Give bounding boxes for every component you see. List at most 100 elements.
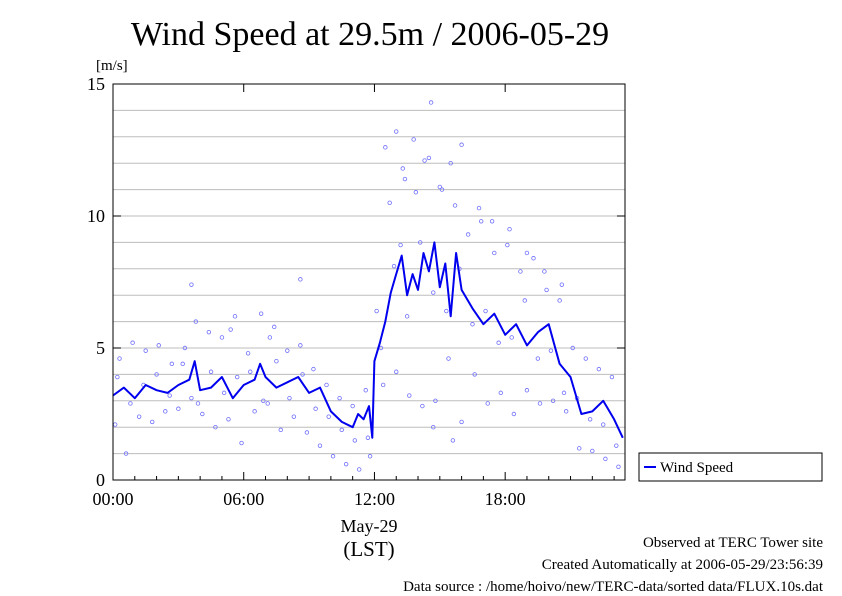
scatter-point	[313, 406, 318, 411]
scatter-point	[324, 382, 329, 388]
scatter-point	[304, 430, 310, 435]
scatter-point	[433, 398, 438, 403]
scatter-point	[232, 314, 238, 319]
scatter-point	[472, 372, 477, 377]
scatter-point	[428, 100, 434, 105]
scatter-point	[123, 451, 129, 456]
scatter-point	[167, 393, 172, 398]
scatter-point	[182, 345, 188, 351]
scatter-point	[587, 417, 593, 422]
scatter-point	[311, 366, 316, 372]
scatter-point	[522, 298, 527, 303]
scatter-point	[278, 427, 283, 433]
scatter-point	[524, 250, 530, 256]
scatter-point	[189, 282, 194, 287]
scatter-point	[542, 269, 547, 274]
scatter-point	[189, 395, 194, 401]
scatter-point	[544, 287, 549, 293]
scatter-point	[274, 359, 279, 364]
scatter-point	[261, 398, 266, 403]
scatter-point	[128, 401, 133, 406]
scatter-point	[180, 361, 185, 367]
scatter-point	[577, 446, 582, 451]
scatter-point	[505, 242, 510, 248]
scatter-point	[143, 348, 148, 353]
x-axis-ticks: 00:00 06:00 12:00 18:00	[92, 84, 615, 509]
scatter-point	[112, 422, 118, 427]
scatter-point	[367, 454, 373, 459]
scatter-point	[476, 205, 482, 211]
x-tick-label: 12:00	[354, 489, 395, 509]
scatter-point	[195, 401, 201, 406]
plot-frame	[112, 83, 626, 481]
scatter-point	[115, 374, 120, 380]
scatter-point	[245, 351, 251, 356]
scatter-point	[156, 343, 161, 348]
scatter-point	[479, 219, 484, 224]
scatter-point	[422, 158, 427, 163]
scatter-point	[394, 129, 399, 134]
scatter-point	[448, 160, 453, 166]
scatter-point	[252, 409, 257, 414]
scatter-point	[352, 438, 358, 443]
scatter-point	[291, 414, 297, 419]
scatter-point	[609, 374, 615, 380]
scatter-point	[337, 395, 342, 401]
scatter-point	[394, 369, 399, 374]
scatter-point	[356, 467, 362, 472]
scatter-point	[404, 314, 410, 319]
scatter-point	[570, 345, 575, 351]
wind-speed-line	[112, 241, 624, 439]
y-tick-label: 10	[87, 206, 105, 226]
scatter-point	[531, 256, 536, 261]
scatter-point	[298, 277, 303, 282]
scatter-series	[112, 100, 621, 472]
y-tick-label: 15	[87, 74, 105, 94]
scatter-point	[374, 308, 379, 314]
scatter-point	[219, 335, 225, 340]
scatter-point	[518, 269, 523, 274]
scatter-point	[258, 311, 264, 316]
scatter-point	[418, 240, 423, 245]
scatter-point	[596, 366, 602, 372]
scatter-point	[272, 324, 277, 330]
chart-title: Wind Speed at 29.5m / 2006-05-29	[131, 16, 609, 53]
scatter-point	[563, 409, 569, 414]
scatter-point	[431, 290, 436, 295]
scatter-point	[446, 356, 451, 361]
scatter-point	[350, 403, 355, 409]
scatter-point	[380, 382, 386, 388]
scatter-point	[239, 440, 244, 446]
scatter-point	[439, 187, 445, 192]
scatter-point	[221, 390, 227, 396]
scatter-point	[398, 242, 403, 248]
scatter-point	[343, 461, 349, 467]
scatter-point	[213, 425, 218, 430]
scatter-point	[561, 390, 567, 396]
scatter-point	[524, 388, 530, 393]
scatter-point	[537, 401, 543, 406]
scatter-point	[298, 343, 303, 348]
x-tick-label: 00:00	[92, 489, 133, 509]
scatter-point	[287, 395, 292, 401]
scatter-point	[559, 282, 565, 287]
data-source-text: Data source : /home/hoivo/new/TERC-data/…	[403, 579, 823, 595]
scatter-point	[590, 448, 595, 454]
scatter-point	[226, 417, 231, 422]
scatter-point	[459, 142, 464, 147]
scatter-point	[228, 327, 233, 332]
created-at-text: Created Automatically at 2006-05-29/23:5…	[541, 557, 823, 573]
scatter-point	[444, 308, 449, 314]
scatter-point	[465, 232, 471, 237]
scatter-point	[330, 454, 336, 459]
scatter-point	[483, 308, 488, 314]
scatter-point	[387, 200, 392, 205]
scatter-point	[535, 356, 541, 361]
x-axis-date-label: May-29	[341, 516, 398, 536]
scatter-point	[402, 176, 408, 182]
scatter-point	[136, 414, 142, 419]
scatter-point	[365, 435, 371, 440]
scatter-point	[550, 398, 556, 403]
scatter-point	[265, 401, 270, 406]
